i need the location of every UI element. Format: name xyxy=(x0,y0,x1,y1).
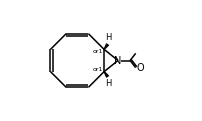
Text: N: N xyxy=(114,56,121,65)
Text: H: H xyxy=(105,33,111,42)
Text: O: O xyxy=(136,63,144,73)
Text: H: H xyxy=(105,79,111,88)
Text: or1: or1 xyxy=(92,49,102,54)
Text: or1: or1 xyxy=(92,67,102,72)
